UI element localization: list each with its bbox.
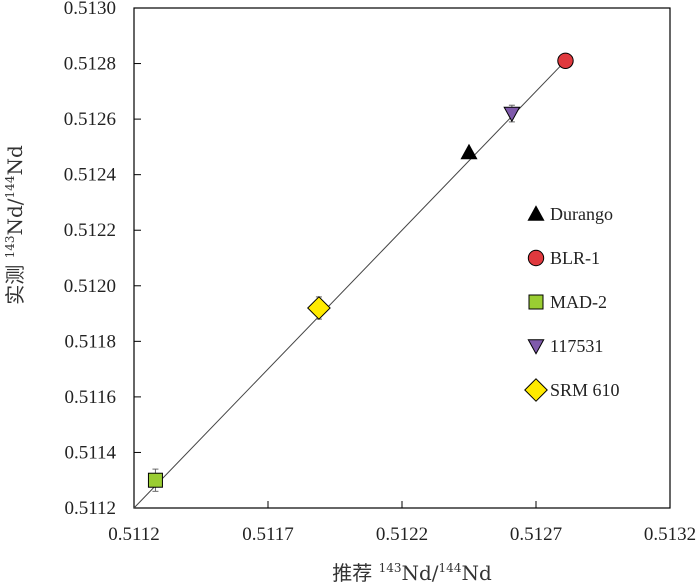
x-tick-label: 0.5117 (242, 524, 294, 545)
legend-label: SRM 610 (550, 380, 620, 400)
y-axis-title: 实测 143Nd/144Nd (3, 145, 27, 305)
legend-label: Durango (550, 204, 613, 224)
y-tick-label: 0.5122 (64, 220, 116, 241)
y-tick-label: 0.5120 (64, 276, 116, 297)
x-tick-label: 0.5122 (376, 524, 428, 545)
y-tick-label: 0.5128 (64, 54, 116, 75)
y-tick-label: 0.5124 (64, 165, 117, 186)
legend-item: Durango (527, 204, 613, 224)
y-tick-label: 0.5116 (64, 387, 116, 408)
data-marker-circle (557, 52, 574, 69)
legend-item: MAD-2 (528, 292, 607, 312)
y-tick-label: 0.5130 (64, 0, 116, 19)
legend-marker-diamond (524, 378, 548, 402)
legend-item: BLR-1 (527, 248, 600, 268)
legend-label: BLR-1 (550, 248, 600, 268)
legend-marker-square (528, 294, 544, 310)
data-point (460, 143, 478, 160)
legend-item: SRM 610 (524, 378, 620, 402)
x-axis-title: 推荐 143Nd/144Nd (332, 561, 492, 585)
data-point (503, 104, 521, 123)
y-tick-label: 0.5118 (64, 331, 116, 352)
data-point (147, 468, 163, 492)
legend-item: 117531 (527, 336, 603, 356)
data-marker-diamond (307, 296, 331, 320)
x-tick-label: 0.5127 (510, 524, 562, 545)
data-point (557, 52, 574, 69)
legend-marker-triangle-down (527, 339, 545, 355)
legend-label: MAD-2 (550, 292, 607, 312)
y-tick-label: 0.5126 (64, 109, 116, 130)
legend-label: 117531 (550, 336, 603, 356)
x-tick-label: 0.5112 (108, 524, 160, 545)
legend-marker-triangle-up (527, 205, 545, 221)
data-marker-triangle-down (503, 106, 521, 123)
data-marker-triangle-up (460, 143, 478, 160)
data-marker-square (147, 472, 163, 488)
x-tick-label: 0.5132 (644, 524, 696, 545)
y-tick-label: 0.5112 (64, 498, 116, 519)
data-point (307, 296, 331, 320)
legend-marker-circle (527, 249, 545, 267)
reference-line (133, 63, 564, 509)
y-tick-label: 0.5114 (64, 442, 116, 463)
